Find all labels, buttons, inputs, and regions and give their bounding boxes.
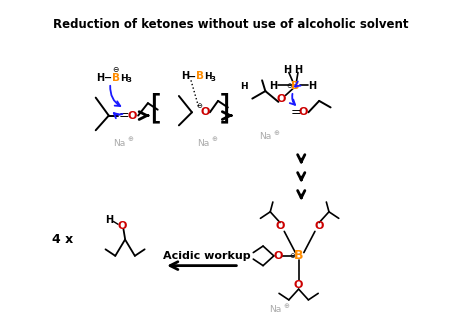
Text: H: H: [204, 72, 212, 81]
Text: Reduction of ketones without use of alcoholic solvent: Reduction of ketones without use of alco…: [53, 18, 409, 31]
Text: −: −: [188, 71, 196, 81]
Text: Na: Na: [113, 139, 125, 148]
Text: O: O: [277, 94, 286, 104]
Text: ⊕: ⊕: [212, 137, 218, 142]
Text: H: H: [309, 81, 317, 91]
Text: O: O: [117, 221, 127, 231]
Text: ⊖: ⊖: [290, 253, 295, 259]
Text: ⊖: ⊖: [286, 83, 292, 89]
Text: Na: Na: [269, 305, 281, 314]
Text: H: H: [182, 71, 190, 81]
Text: H: H: [269, 81, 278, 91]
Text: O: O: [298, 107, 308, 117]
Text: Na: Na: [197, 139, 210, 148]
Text: H: H: [120, 74, 128, 83]
Text: B: B: [196, 71, 204, 81]
Text: ⊕: ⊕: [283, 303, 290, 309]
Text: 3: 3: [210, 76, 215, 82]
Text: H: H: [283, 65, 292, 75]
Text: =: =: [291, 106, 301, 119]
Text: H: H: [97, 73, 105, 83]
Text: O: O: [275, 221, 285, 232]
Text: B: B: [291, 81, 299, 91]
Text: =: =: [119, 109, 129, 122]
Text: −: −: [104, 73, 112, 83]
Text: ⊖: ⊖: [196, 103, 202, 110]
Text: O: O: [294, 280, 303, 290]
Text: ⊕: ⊕: [128, 137, 134, 142]
Text: [: [: [150, 92, 163, 126]
Text: H: H: [294, 65, 302, 75]
Text: ⊖: ⊖: [113, 65, 119, 74]
Text: 4 x: 4 x: [53, 233, 74, 246]
Text: O: O: [128, 111, 137, 120]
Text: O: O: [201, 107, 210, 117]
Text: O: O: [273, 251, 283, 261]
Text: H: H: [240, 82, 248, 91]
Text: Na: Na: [259, 132, 272, 141]
Text: ]: ]: [218, 92, 231, 126]
Text: H: H: [105, 215, 113, 225]
Text: O: O: [314, 221, 324, 232]
Text: B: B: [112, 73, 120, 83]
Text: ⊕: ⊕: [274, 130, 280, 136]
Text: B: B: [294, 249, 303, 262]
Text: Acidic workup: Acidic workup: [163, 251, 250, 261]
Text: 3: 3: [127, 77, 131, 83]
